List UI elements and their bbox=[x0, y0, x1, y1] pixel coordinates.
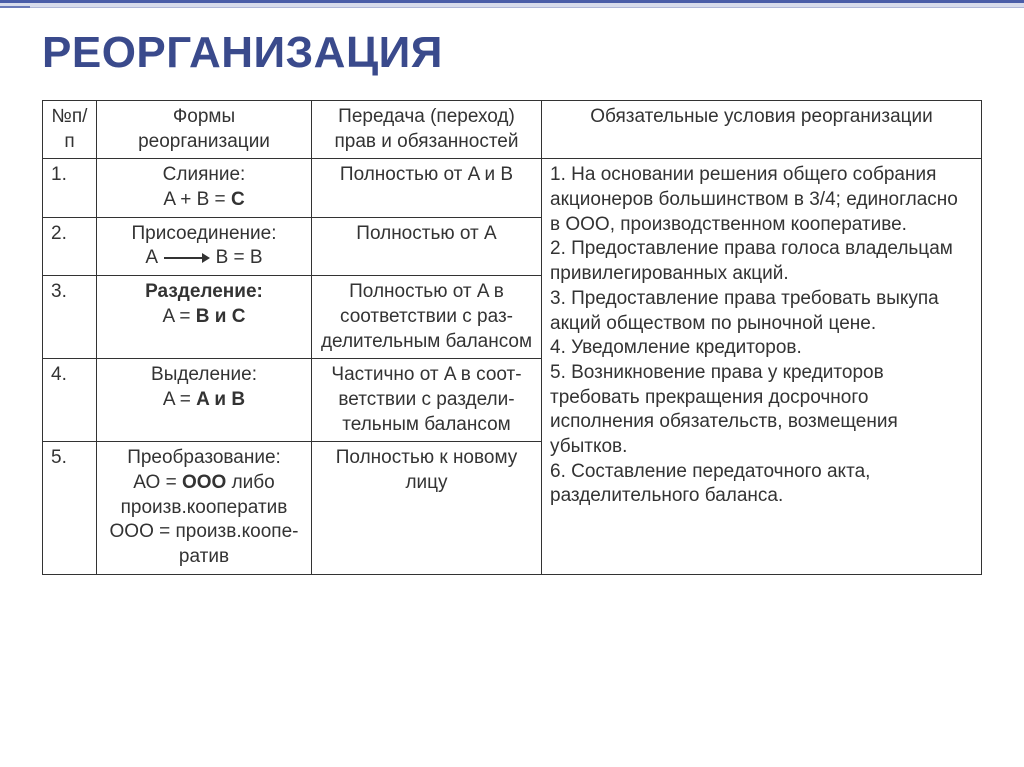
form-formula-pre: A + B = bbox=[163, 189, 231, 210]
form-formula-bold: A и B bbox=[196, 389, 245, 410]
form-formula-bold: C bbox=[231, 189, 245, 210]
form-name: Преобразование: bbox=[127, 447, 281, 468]
form-name-bold: Разделение: bbox=[145, 281, 263, 302]
form-formula-pre: A = bbox=[163, 389, 196, 410]
cell-num: 3. bbox=[43, 276, 97, 359]
cell-form: Разделение: A = B и C bbox=[97, 276, 312, 359]
reorganization-table: №п/п Формы реорганизации Передача (перех… bbox=[42, 100, 982, 575]
condition-item: 2. Предоставление права голоса владельца… bbox=[550, 237, 973, 286]
form-name: Слияние: bbox=[163, 164, 246, 185]
slide-content: РЕОРГАНИЗАЦИЯ №п/п Формы реорганизации П… bbox=[0, 0, 1024, 595]
table-row: 1. Слияние: A + B = C Полностью от A и B… bbox=[43, 159, 982, 217]
form-line2-bold: ООО bbox=[182, 472, 226, 493]
cell-form: Выделение: A = A и B bbox=[97, 359, 312, 442]
col-header-cond: Обязательные условия реорганизации bbox=[542, 101, 982, 159]
form-name: Выделение: bbox=[151, 364, 257, 385]
form-line4: ООО = произв.коопе- bbox=[110, 521, 299, 542]
condition-item: 5. Возникновение права у кредито­ров тре… bbox=[550, 361, 973, 460]
cell-pass: Полностью к новому лицу bbox=[312, 442, 542, 574]
condition-item: 4. Уведомление кредиторов. bbox=[550, 336, 973, 361]
slide-top-accent bbox=[0, 0, 1024, 8]
form-left: A bbox=[145, 247, 157, 268]
cell-num: 5. bbox=[43, 442, 97, 574]
slide-title: РЕОРГАНИЗАЦИЯ bbox=[42, 28, 982, 78]
col-header-form: Формы реорганизации bbox=[97, 101, 312, 159]
cell-pass: Полностью от A bbox=[312, 217, 542, 275]
cell-pass: Полностью от A в соответствии с раз­дели… bbox=[312, 276, 542, 359]
form-right: B = B bbox=[216, 247, 263, 268]
condition-item: 3. Предоставление права требо­вать выкуп… bbox=[550, 287, 973, 336]
form-line3: произв.кооператив bbox=[121, 497, 288, 518]
form-line5: ратив bbox=[179, 546, 229, 567]
cell-num: 1. bbox=[43, 159, 97, 217]
form-formula-bold: B и C bbox=[196, 306, 246, 327]
cell-form: Преобразование: АО = ООО либо произв.коо… bbox=[97, 442, 312, 574]
col-header-pass: Передача (переход) прав и обязанностей bbox=[312, 101, 542, 159]
table-header-row: №п/п Формы реорганизации Передача (перех… bbox=[43, 101, 982, 159]
cell-form: Слияние: A + B = C bbox=[97, 159, 312, 217]
cell-num: 2. bbox=[43, 217, 97, 275]
cell-conditions: 1. На основании решения общего собрания … bbox=[542, 159, 982, 574]
condition-item: 1. На основании решения общего собрания … bbox=[550, 163, 973, 237]
col-header-num: №п/п bbox=[43, 101, 97, 159]
arrow-right-icon bbox=[162, 252, 210, 264]
cell-form: Присоединение: A B = B bbox=[97, 217, 312, 275]
form-formula-pre: A = bbox=[163, 306, 196, 327]
form-name: Присоединение: bbox=[132, 223, 277, 244]
form-line2-post: либо bbox=[226, 472, 274, 493]
form-line2-pre: АО = bbox=[133, 472, 182, 493]
condition-item: 6. Составление передаточного акта, разде… bbox=[550, 460, 973, 509]
cell-pass: Полностью от A и B bbox=[312, 159, 542, 217]
cell-num: 4. bbox=[43, 359, 97, 442]
cell-pass: Частично от A в соот­ветствии с раздели­… bbox=[312, 359, 542, 442]
